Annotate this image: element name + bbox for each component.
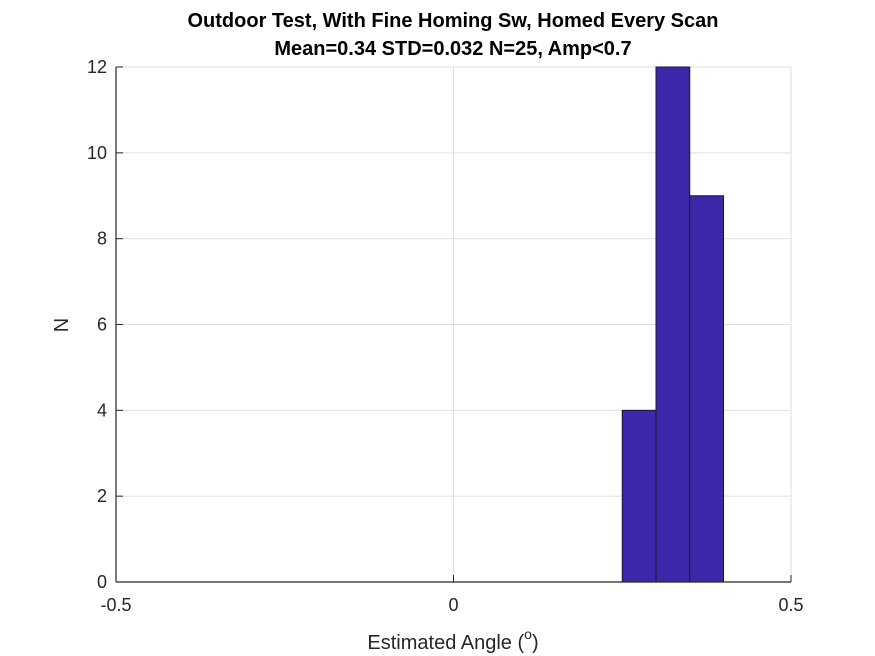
- axes: [115, 66, 792, 583]
- histogram-bar-2: [689, 195, 724, 583]
- x-axis-label-end: ): [532, 632, 539, 654]
- y-tick-label-4: 8: [97, 229, 107, 249]
- y-tick-label-2: 4: [97, 400, 107, 420]
- y-tick-label-5: 10: [87, 143, 107, 163]
- y-tick-label-3: 6: [97, 315, 107, 335]
- x-tick-label-2: 0.5: [778, 595, 803, 615]
- y-tick-label-6: 12: [87, 57, 107, 77]
- y-tick-labels: 0 2 4 6 8 10 12: [87, 57, 107, 592]
- chart-subtitle: Mean=0.34 STD=0.032 N=25, Amp<0.7: [274, 38, 631, 60]
- y-tick-label-0: 0: [97, 572, 107, 592]
- x-tick-label-0: -0.5: [100, 595, 131, 615]
- x-axis-label: Estimated Angle (o): [367, 626, 538, 654]
- x-tick-labels: -0.5 0 0.5: [100, 595, 803, 615]
- y-tick-label-1: 2: [97, 486, 107, 506]
- x-tick-label-1: 0: [448, 595, 458, 615]
- y-axis-label: N: [51, 318, 73, 332]
- x-axis-label-main: Estimated Angle (: [367, 632, 524, 654]
- chart-title: Outdoor Test, With Fine Homing Sw, Homed…: [188, 10, 719, 32]
- x-axis-label-superscript: o: [524, 626, 532, 642]
- histogram-bar-1: [655, 66, 691, 583]
- histogram-bar-0: [621, 409, 657, 583]
